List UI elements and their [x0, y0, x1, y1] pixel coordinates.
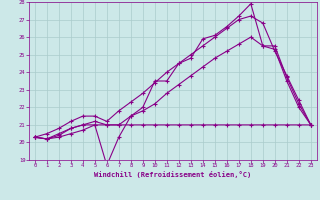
X-axis label: Windchill (Refroidissement éolien,°C): Windchill (Refroidissement éolien,°C): [94, 171, 252, 178]
